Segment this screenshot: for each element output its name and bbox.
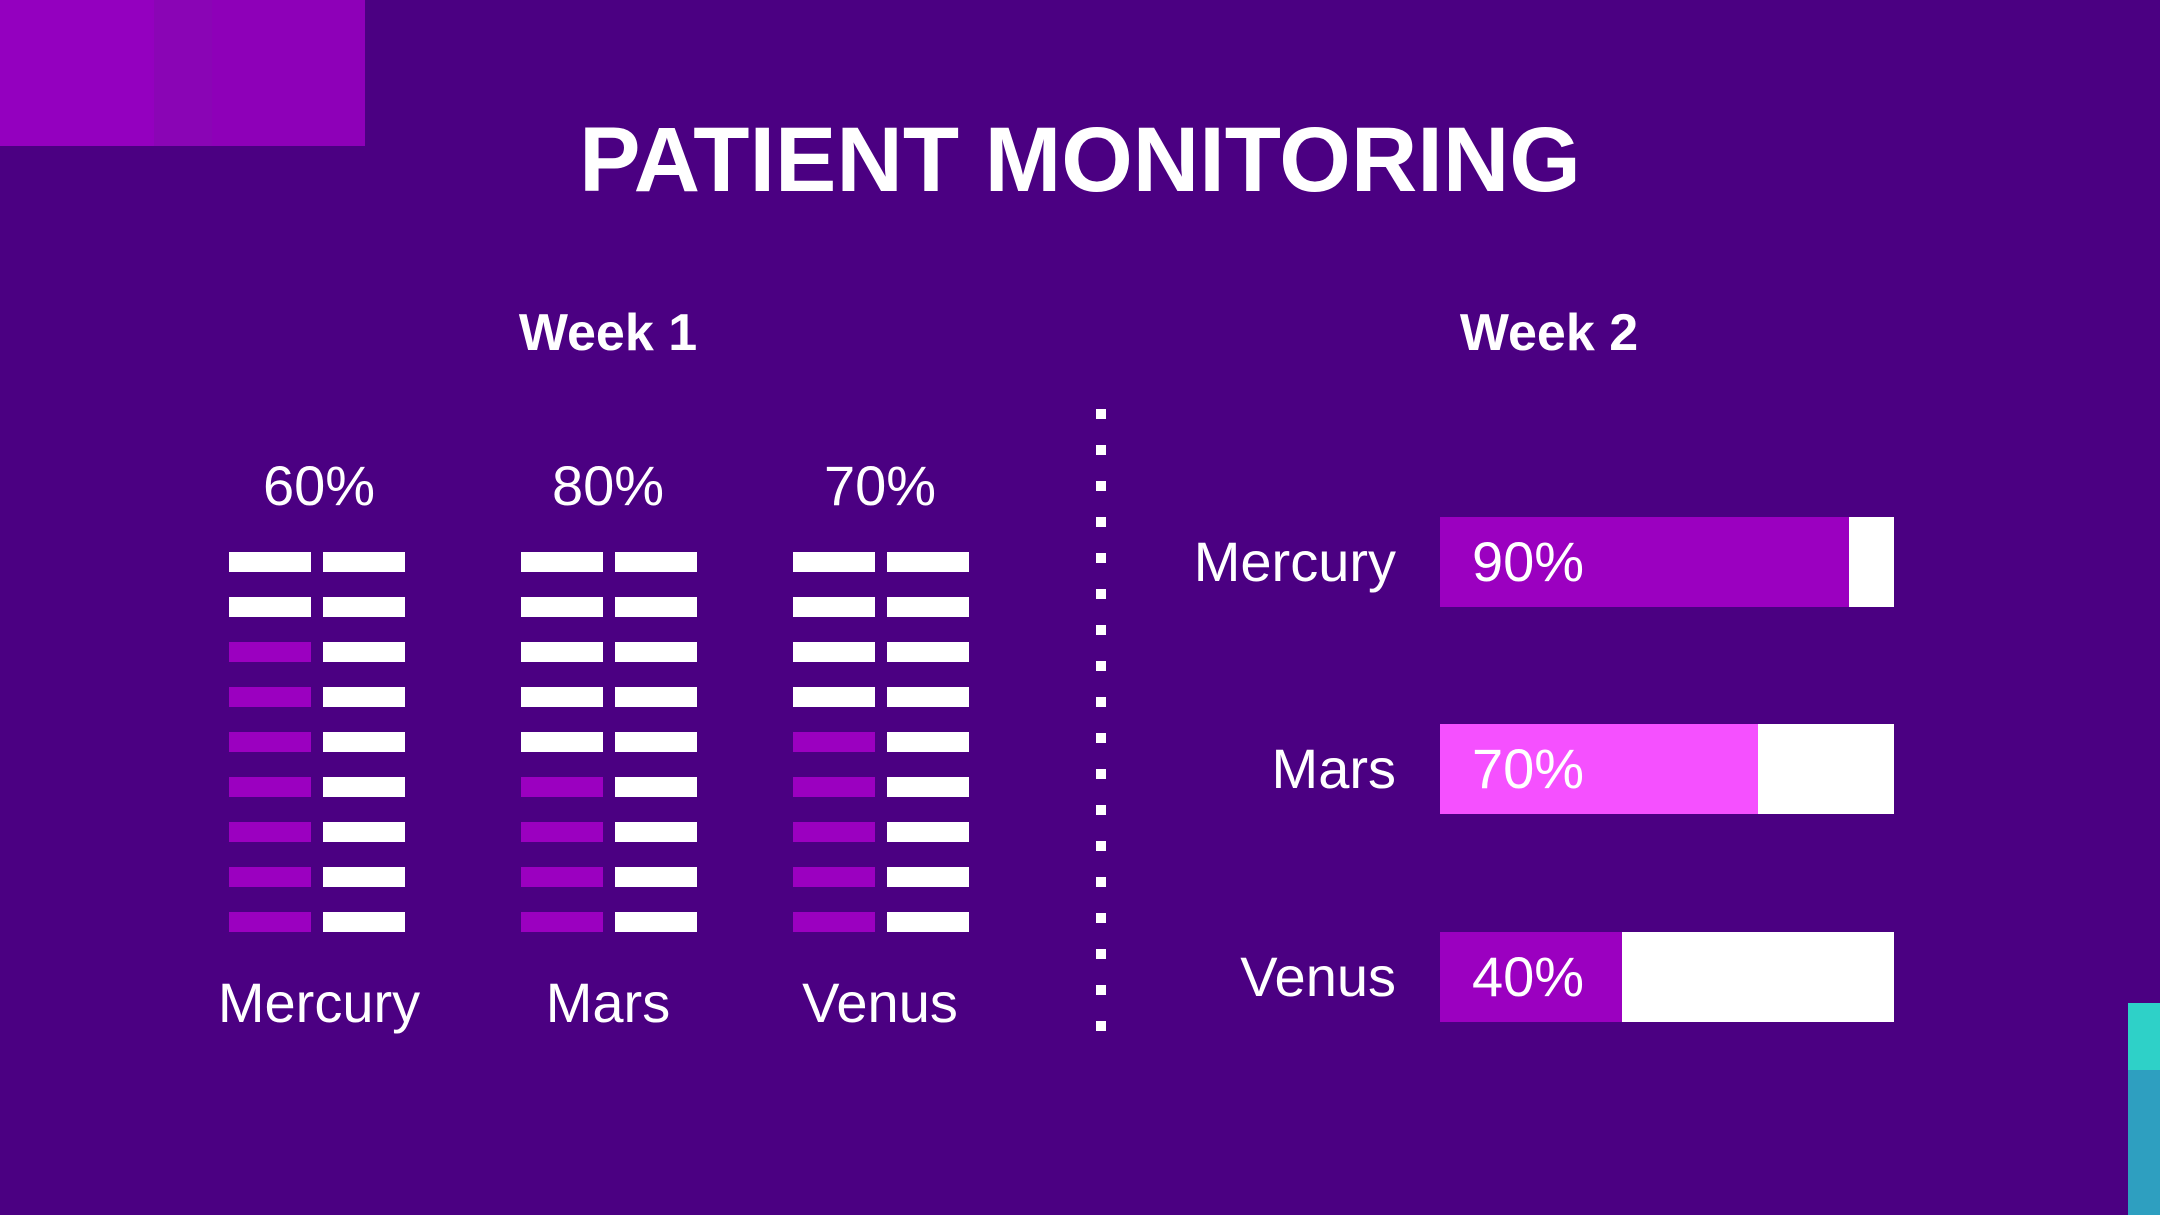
week2-bar-track-mercury: 90%	[1440, 517, 1894, 607]
week1-bar-segment	[615, 867, 697, 887]
separator-dot	[1096, 661, 1106, 671]
week1-bar-segment	[887, 732, 969, 752]
week1-bar-segment	[521, 687, 603, 707]
week1-bar-segment	[793, 822, 875, 842]
week1-bar-segment	[887, 642, 969, 662]
week1-bar-segment	[323, 642, 405, 662]
teal-accent-bottom	[2128, 1070, 2160, 1215]
week1-bar-segment	[521, 822, 603, 842]
week1-value-label-venus: 70%	[823, 454, 937, 517]
week1-bar-segment	[793, 732, 875, 752]
week1-bar-segment	[887, 912, 969, 932]
week1-bar-segment	[521, 597, 603, 617]
week1-bar-segment	[887, 777, 969, 797]
week2-bar-track-venus: 40%	[1440, 932, 1894, 1022]
week2-title: Week 2	[1459, 304, 1639, 362]
week1-bar-segment	[521, 867, 603, 887]
week1-bar-segment	[229, 597, 311, 617]
week1-bar-segment	[887, 687, 969, 707]
week1-bar-segment	[615, 822, 697, 842]
week1-bar-segment	[793, 642, 875, 662]
week1-bar-segment	[615, 777, 697, 797]
week1-bar-segment	[793, 597, 875, 617]
week1-category-label-mars: Mars	[545, 971, 671, 1034]
week1-bar-segment	[521, 642, 603, 662]
separator-dot	[1096, 409, 1106, 419]
week1-bar-segment	[615, 552, 697, 572]
separator-dot	[1096, 589, 1106, 599]
week2-value-label-venus: 40%	[1472, 945, 1585, 1008]
week1-bar-segment	[323, 867, 405, 887]
week2-bar-venus	[1440, 932, 1622, 1022]
separator-dot	[1096, 481, 1106, 491]
week1-bar-segment	[793, 867, 875, 887]
week1-bar-segment	[521, 732, 603, 752]
week1-bar-segment	[229, 642, 311, 662]
separator-dot	[1096, 841, 1106, 851]
week1-bar-segment	[323, 732, 405, 752]
week1-bar-segment	[615, 732, 697, 752]
week1-value-label-mars: 80%	[551, 454, 665, 517]
week1-bar-segment	[323, 777, 405, 797]
week1-bar-segment	[615, 597, 697, 617]
separator-dot	[1096, 733, 1106, 743]
corner-decoration-left	[0, 0, 154, 146]
separator-dot	[1096, 805, 1106, 815]
corner-decoration-mid	[154, 0, 212, 146]
page-title: PATIENT MONITORING	[579, 109, 1581, 211]
separator-dot	[1096, 949, 1106, 959]
week1-bar-segment	[793, 687, 875, 707]
separator-dot	[1096, 445, 1106, 455]
week1-bar-segment	[887, 552, 969, 572]
separator-dot	[1096, 1021, 1106, 1031]
week1-value-label-mercury: 60%	[262, 454, 376, 517]
separator-dot	[1096, 517, 1106, 527]
week1-bar-segment	[229, 552, 311, 572]
week2-bar-track-mars: 70%	[1440, 724, 1894, 814]
separator-dot	[1096, 625, 1106, 635]
separator-dot	[1096, 877, 1106, 887]
week1-bar-segment	[521, 912, 603, 932]
week2-category-label-venus: Venus	[1240, 945, 1396, 1008]
week1-bar-segment	[323, 687, 405, 707]
teal-accent-top	[2128, 1003, 2160, 1070]
week1-bar-segment	[323, 822, 405, 842]
week1-bar-segment	[887, 822, 969, 842]
week2-bar-mercury	[1440, 517, 1849, 607]
week1-bar-segment	[793, 912, 875, 932]
week1-bar-segment	[793, 777, 875, 797]
week1-bar-segment	[229, 867, 311, 887]
week2-value-label-mercury: 90%	[1472, 530, 1585, 593]
week2-bar-mars	[1440, 724, 1758, 814]
separator-dot	[1096, 769, 1106, 779]
week1-bar-segment	[521, 552, 603, 572]
separator-dot	[1096, 985, 1106, 995]
week1-bar-segment	[229, 687, 311, 707]
corner-decoration-right	[212, 0, 365, 146]
week2-category-label-mars: Mars	[1271, 737, 1396, 800]
separator-dot	[1096, 553, 1106, 563]
week1-bar-segment	[229, 777, 311, 797]
week1-bar-segment	[615, 687, 697, 707]
week1-bar-segment	[887, 867, 969, 887]
week1-bar-segment	[615, 912, 697, 932]
week1-bar-segment	[229, 732, 311, 752]
week1-category-label-venus: Venus	[802, 971, 958, 1034]
week1-bar-segment	[323, 912, 405, 932]
week2-value-label-mars: 70%	[1472, 737, 1585, 800]
week1-bar-segment	[323, 552, 405, 572]
week1-bar-segment	[793, 552, 875, 572]
week1-bar-segment	[323, 597, 405, 617]
separator-dot	[1096, 913, 1106, 923]
week2-category-label-mercury: Mercury	[1193, 530, 1396, 593]
week1-bar-segment	[229, 912, 311, 932]
week1-bar-segment	[615, 642, 697, 662]
week1-bar-segment	[521, 777, 603, 797]
week1-title: Week 1	[518, 304, 698, 362]
separator-dot	[1096, 697, 1106, 707]
week1-category-label-mercury: Mercury	[217, 971, 421, 1034]
week1-bar-segment	[887, 597, 969, 617]
week1-bar-segment	[229, 822, 311, 842]
